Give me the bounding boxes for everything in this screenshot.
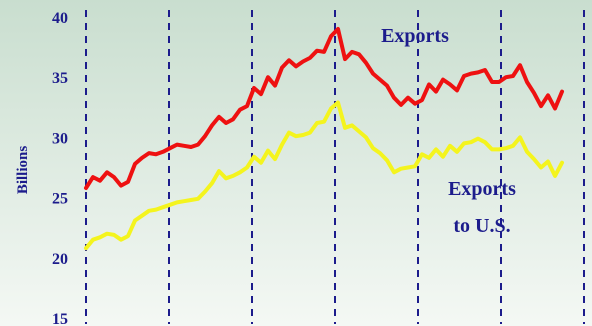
series-label-exports: Exports xyxy=(381,25,449,47)
series-lines xyxy=(84,27,564,251)
y-tick-label: 25 xyxy=(52,191,68,208)
y-tick-label: 20 xyxy=(52,251,68,268)
y-tick-label: 30 xyxy=(52,130,68,147)
y-axis-label: Billions xyxy=(15,146,31,195)
y-tick-label: 40 xyxy=(52,10,68,27)
y-tick-labels: 15 20 25 30 35 40 xyxy=(52,10,68,326)
grid-lines xyxy=(85,10,585,324)
series-labels: Exports Exports to U.S. xyxy=(381,25,516,237)
series-line-exports-to-us xyxy=(84,100,564,251)
series-label-exports-to-us: to U.S. xyxy=(453,215,510,237)
series-label-exports-to-us: Exports xyxy=(448,178,516,200)
y-tick-label: 35 xyxy=(52,70,68,87)
y-tick-label: 15 xyxy=(52,311,68,326)
series-line-exports xyxy=(84,27,564,190)
